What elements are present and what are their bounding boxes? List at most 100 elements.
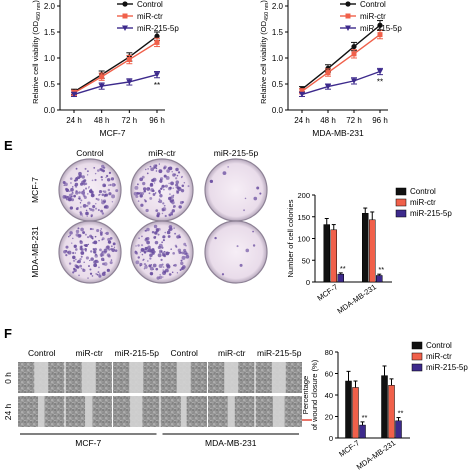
colony-dot <box>101 178 104 181</box>
colony-dot <box>106 268 110 272</box>
point-mir-215 <box>377 69 383 75</box>
colony-dot <box>167 167 170 169</box>
colony-dot <box>69 177 73 180</box>
legend-marker <box>122 13 128 19</box>
legend-label: Control <box>137 0 163 9</box>
x-tick-label: MCF-7 <box>337 438 361 459</box>
colony-dot <box>168 273 172 276</box>
colony-dot <box>152 268 154 270</box>
colony-dot <box>79 240 83 245</box>
colony-dot <box>89 227 93 231</box>
wound-gap <box>227 396 235 427</box>
colony-dot <box>111 194 116 199</box>
colony-dot <box>138 237 140 240</box>
colony-dot <box>114 249 118 252</box>
dish-column-label: miR-215-5p <box>214 148 259 158</box>
colony-dot <box>176 235 180 239</box>
colony-dot <box>73 180 76 182</box>
dish-column-label: miR-ctr <box>148 148 176 158</box>
colony-dot <box>140 203 144 207</box>
bar <box>381 375 388 439</box>
colony-dot <box>227 166 229 168</box>
colony-dot <box>111 182 116 187</box>
colony-dot <box>82 204 87 208</box>
colony-dot <box>70 196 72 198</box>
legend-label: miR-ctr <box>137 12 163 21</box>
y-tick-label: 2.0 <box>272 2 284 11</box>
series-line-1 <box>73 41 158 94</box>
colony-dot <box>94 172 97 175</box>
colony-dot <box>153 166 156 169</box>
colony-dot <box>66 251 69 254</box>
colony-dot <box>160 258 163 262</box>
y-tick-label: 200 <box>297 191 310 200</box>
colony-dot <box>136 183 139 186</box>
colony-dot <box>97 209 100 211</box>
colony-dot <box>79 247 83 251</box>
colony-dot <box>159 274 161 276</box>
colony-dot <box>79 211 82 214</box>
colony-dot <box>170 181 174 186</box>
colony-dot <box>259 192 262 195</box>
colony-dot <box>172 187 175 189</box>
colony-dot <box>171 200 175 205</box>
legend-swatch <box>411 363 423 372</box>
colony-dot <box>110 259 113 261</box>
colony-dot <box>149 165 152 168</box>
legend-marker <box>122 1 128 7</box>
colony-dot <box>164 214 167 218</box>
colony-dot <box>93 247 97 251</box>
colony-dot <box>144 200 147 203</box>
colony-dot <box>175 183 179 187</box>
colony-dot <box>145 208 149 213</box>
colony-dot <box>81 190 86 195</box>
colony-dot <box>177 171 181 174</box>
colony-dot <box>106 178 111 182</box>
colony-dot <box>95 203 97 205</box>
colony-dot <box>65 187 68 191</box>
colony-dot <box>88 187 90 189</box>
colony-dot <box>79 264 82 268</box>
colony-dot <box>100 176 103 179</box>
colony-dot <box>165 176 170 180</box>
colony-dot <box>84 187 88 190</box>
colony-dot <box>158 243 163 248</box>
colony-dot <box>103 166 106 169</box>
y-tick-label: 2.0 <box>44 2 56 11</box>
y-tick-label: 40 <box>325 391 333 400</box>
colony-dot <box>155 167 158 170</box>
colony-dot <box>139 264 142 267</box>
colony-dot <box>183 242 187 246</box>
colony-dot <box>94 259 98 264</box>
colony-dot <box>166 230 171 235</box>
legend-marker <box>345 25 351 31</box>
colony-dot <box>93 167 96 169</box>
colony-dot <box>256 186 260 190</box>
colony-dot <box>101 199 103 201</box>
point-mir-ctr <box>377 32 383 38</box>
colony-dot <box>82 268 86 273</box>
colony-dot <box>99 231 103 235</box>
colony-dot <box>64 196 68 199</box>
colony-dot <box>168 196 172 201</box>
colony-dot <box>67 198 72 202</box>
colony-dot <box>75 191 79 195</box>
panel-letter-f: F <box>4 326 12 341</box>
colony-dot <box>162 207 167 212</box>
colony-dot <box>173 263 177 267</box>
colony-dot <box>175 180 180 184</box>
wound-column-label: Control <box>171 348 199 358</box>
colony-dot <box>96 169 100 172</box>
y-tick-label: 150 <box>297 213 310 222</box>
colony-dot <box>80 227 84 232</box>
colony-dot <box>168 213 172 217</box>
colony-dot <box>95 207 98 210</box>
colony-dot <box>161 185 165 189</box>
colony-dot <box>83 261 85 264</box>
group-label: MDA-MB-231 <box>205 438 257 448</box>
colony-dot <box>163 250 166 253</box>
panel-letter-e: E <box>4 138 13 153</box>
colony-dot <box>103 262 108 266</box>
